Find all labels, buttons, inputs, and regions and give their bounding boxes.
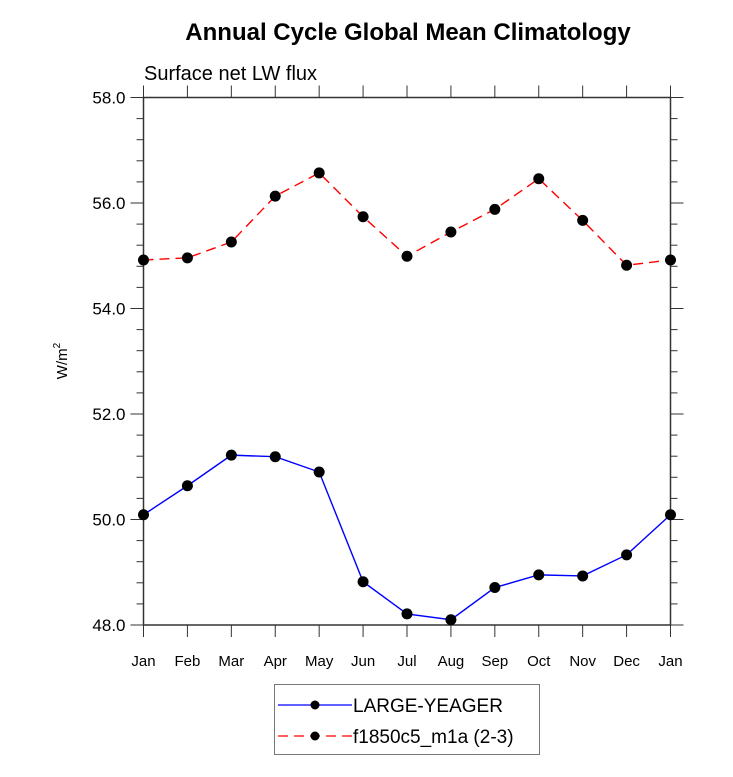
series-f1850c5-m1a-2-3 — [138, 167, 676, 271]
data-point-large-yeager — [269, 451, 281, 463]
y-axis-label-text: W/m — [54, 348, 71, 379]
data-point-f1850c5-m1a-2-3 — [577, 214, 589, 226]
data-point-f1850c5-m1a-2-3 — [489, 203, 501, 215]
data-point-large-yeager — [313, 466, 325, 478]
chart-subtitle: Surface net LW flux — [144, 63, 317, 85]
legend-marker-large-yeager — [310, 700, 320, 710]
x-tick-label: Sep — [481, 653, 508, 670]
data-point-f1850c5-m1a-2-3 — [401, 250, 413, 262]
data-point-f1850c5-m1a-2-3 — [445, 226, 457, 238]
y-tick-label: 56.0 — [92, 194, 125, 213]
data-point-large-yeager — [445, 614, 457, 626]
y-tick-label: 48.0 — [92, 616, 125, 635]
x-tick-label: Aug — [438, 653, 465, 670]
data-point-f1850c5-m1a-2-3 — [357, 211, 369, 223]
plot-border — [142, 96, 672, 626]
x-tick-label: Dec — [613, 653, 640, 670]
data-point-f1850c5-m1a-2-3 — [225, 236, 237, 248]
chart-title: Annual Cycle Global Mean Climatology — [185, 19, 631, 46]
x-tick-label: Jan — [658, 653, 682, 670]
data-point-large-yeager — [533, 569, 545, 581]
data-point-f1850c5-m1a-2-3 — [665, 254, 676, 266]
data-point-f1850c5-m1a-2-3 — [533, 173, 545, 185]
data-point-large-yeager — [401, 608, 413, 620]
x-tick-label: May — [305, 653, 334, 670]
y-tick-label: 58.0 — [92, 89, 125, 108]
data-point-f1850c5-m1a-2-3 — [621, 259, 633, 271]
series-layer — [138, 167, 676, 626]
data-point-large-yeager — [665, 509, 676, 521]
legend-marker-f1850c5 — [310, 731, 320, 741]
x-tick-label: Apr — [264, 653, 287, 670]
data-point-large-yeager — [577, 570, 589, 582]
series-large-yeager — [138, 449, 676, 626]
data-point-large-yeager — [138, 509, 149, 521]
x-tick-label: Jan — [131, 653, 155, 670]
legend: LARGE-YEAGER f1850c5_m1a (2-3) — [274, 684, 540, 755]
y-tick-label: 50.0 — [92, 511, 125, 530]
data-point-large-yeager — [357, 576, 369, 588]
data-point-f1850c5-m1a-2-3 — [181, 252, 193, 264]
y-axis-label: W/m2 — [52, 342, 71, 379]
data-point-large-yeager — [489, 582, 501, 594]
legend-label-large-yeager: LARGE-YEAGER — [353, 696, 503, 717]
series-line-large-yeager — [143, 454, 671, 621]
data-point-large-yeager — [181, 480, 193, 492]
data-point-large-yeager — [225, 449, 237, 461]
x-tick-label: Jun — [351, 653, 375, 670]
y-axis-label-superscript: 2 — [52, 342, 63, 348]
legend-box — [274, 684, 540, 755]
y-tick-label: 54.0 — [92, 300, 125, 319]
data-point-f1850c5-m1a-2-3 — [138, 254, 149, 266]
data-point-f1850c5-m1a-2-3 — [269, 190, 281, 202]
x-tick-label: Oct — [527, 653, 551, 670]
x-tick-label: Mar — [218, 653, 244, 670]
svg-text:W/m2: W/m2 — [52, 342, 71, 379]
data-point-large-yeager — [621, 549, 633, 561]
plot-frame — [142, 96, 672, 626]
legend-label-f1850c5: f1850c5_m1a (2-3) — [353, 727, 514, 748]
x-axis: Jan Feb Mar Apr May Jun Jul Aug Sep Oct Nov Dec Jan — [131, 85, 683, 670]
x-tick-label: Feb — [174, 653, 200, 670]
y-axis: 48.0 50.0 52.0 54.0 56.0 58.0 — [92, 89, 684, 635]
x-tick-label: Jul — [397, 653, 416, 670]
y-tick-label: 52.0 — [92, 405, 125, 424]
x-tick-label: Nov — [569, 653, 596, 670]
data-point-f1850c5-m1a-2-3 — [313, 167, 325, 179]
